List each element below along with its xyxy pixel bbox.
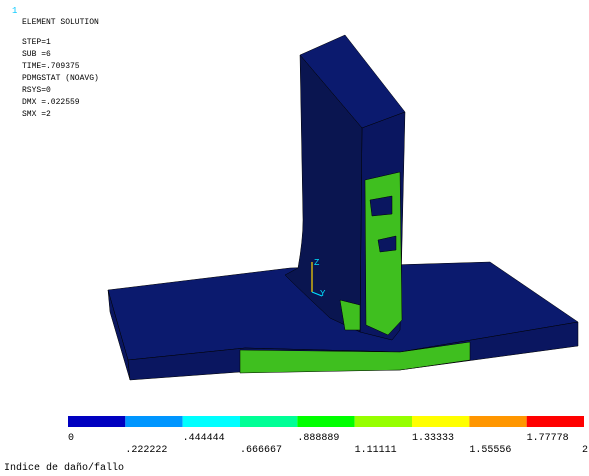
legend-label: .888889 (297, 433, 339, 444)
header-line: STEP=1 (22, 38, 51, 47)
legend-label: 1.33333 (412, 433, 454, 444)
legend-caption: Indice de daño/fallo (4, 462, 124, 474)
legend-label: .444444 (183, 433, 225, 444)
legend-label: 1.11111 (355, 445, 397, 456)
legend-swatch (240, 416, 297, 427)
screen: 1 ELEMENT SOLUTION STEP=1 SUB =6 TIME=.709… (0, 0, 589, 476)
legend-label: 1.55556 (469, 445, 511, 456)
header-line: SUB =6 (22, 50, 51, 59)
header-line: PDMGSTAT (NOAVG) (22, 74, 99, 83)
legend-swatch (297, 416, 354, 427)
legend-swatch (412, 416, 469, 427)
header-line: RSYS=0 (22, 86, 51, 95)
legend: 0 .222222 .444444 .666667 .888889 1.11111 1.33… (68, 416, 588, 456)
legend-swatch (183, 416, 240, 427)
model (108, 35, 578, 380)
damage-zone (365, 172, 402, 335)
y-label: Y (320, 289, 326, 299)
header-line: SMX =2 (22, 110, 51, 119)
legend-swatch (527, 416, 584, 427)
legend-swatch (68, 416, 125, 427)
z-label: Z (314, 258, 320, 268)
legend-label: 1.77778 (527, 433, 569, 444)
legend-label: .666667 (240, 445, 282, 456)
window-number: 1 (12, 6, 17, 16)
legend-swatch (125, 416, 182, 427)
header-line: TIME=.709375 (22, 62, 80, 71)
legend-swatch (469, 416, 526, 427)
legend-swatch (355, 416, 412, 427)
header-title: ELEMENT SOLUTION (22, 18, 99, 27)
legend-label: .222222 (125, 445, 167, 456)
header-line: DMX =.022559 (22, 98, 80, 107)
header-lines: STEP=1 SUB =6 TIME=.709375 PDMGSTAT (NOAVG)… (22, 38, 99, 119)
legend-label: 0 (68, 433, 74, 444)
legend-label: 2 (582, 445, 588, 456)
